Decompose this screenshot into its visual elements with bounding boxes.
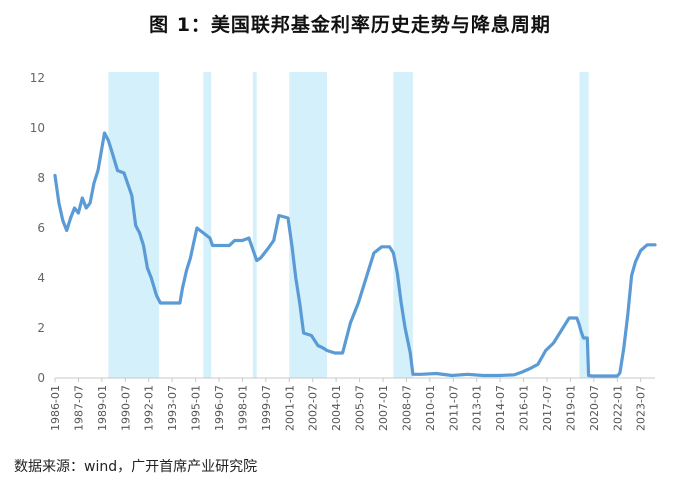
x-tick-label: 2011-07 — [447, 385, 460, 431]
fed-funds-rate-line — [53, 131, 657, 378]
x-tick-label: 2023-07 — [635, 385, 648, 431]
easing-cycle-band — [108, 72, 160, 378]
x-tick-label: 2004-01 — [330, 385, 343, 431]
y-tick-label: 8 — [37, 171, 45, 185]
easing-cycle-band — [393, 72, 413, 378]
easing-cycle-band — [252, 72, 257, 378]
x-tick-label: 2008-07 — [400, 385, 413, 431]
x-tick-label: 1992-01 — [143, 385, 156, 431]
x-tick-label: 2002-07 — [307, 385, 320, 431]
x-tick-label: 2007-01 — [377, 385, 390, 431]
y-tick-label: 12 — [30, 71, 45, 85]
x-tick-label: 2014-07 — [494, 385, 507, 431]
x-tick-label: 2005-07 — [354, 385, 367, 431]
x-tick-label: 2013-01 — [471, 385, 484, 431]
y-tick-label: 2 — [37, 321, 45, 335]
x-tick-label: 1993-07 — [166, 385, 179, 431]
y-tick-label: 4 — [37, 271, 45, 285]
x-tick-label: 1995-01 — [190, 385, 203, 431]
x-tick-label: 1990-07 — [119, 385, 132, 431]
x-axis-ticks: 1986-01 1987-07 1989-01 1990-07 1992-01 1993-… — [49, 378, 648, 431]
x-tick-label: 1989-01 — [96, 385, 109, 431]
x-tick-label: 1998-01 — [236, 385, 249, 431]
x-tick-label: 2010-01 — [424, 385, 437, 431]
easing-cycle-band — [579, 72, 589, 378]
y-axis-ticks: 0 2 4 6 8 10 12 — [30, 71, 45, 385]
y-tick-label: 10 — [30, 121, 45, 135]
x-tick-label: 2016-01 — [518, 385, 531, 431]
x-tick-label: 2019-01 — [564, 385, 577, 431]
x-tick-label: 1999-07 — [260, 385, 273, 431]
source-note: 数据来源：wind，广开首席产业研究院 — [14, 459, 258, 475]
x-tick-label: 1987-07 — [72, 385, 85, 431]
y-tick-label: 0 — [37, 371, 45, 385]
easing-cycle-band — [203, 72, 212, 378]
x-tick-label: 2001-01 — [283, 385, 296, 431]
x-tick-label: 1986-01 — [49, 385, 62, 431]
x-tick-label: 2022-01 — [611, 385, 624, 431]
x-tick-label: 2017-07 — [541, 385, 554, 431]
chart-title: 图 1：美国联邦基金利率历史走势与降息周期 — [149, 14, 551, 36]
easing-cycle-bands — [108, 72, 589, 378]
x-tick-label: 1996-07 — [213, 385, 226, 431]
easing-cycle-band — [289, 72, 328, 378]
x-tick-label: 2020-07 — [588, 385, 601, 431]
y-tick-label: 6 — [37, 221, 45, 235]
